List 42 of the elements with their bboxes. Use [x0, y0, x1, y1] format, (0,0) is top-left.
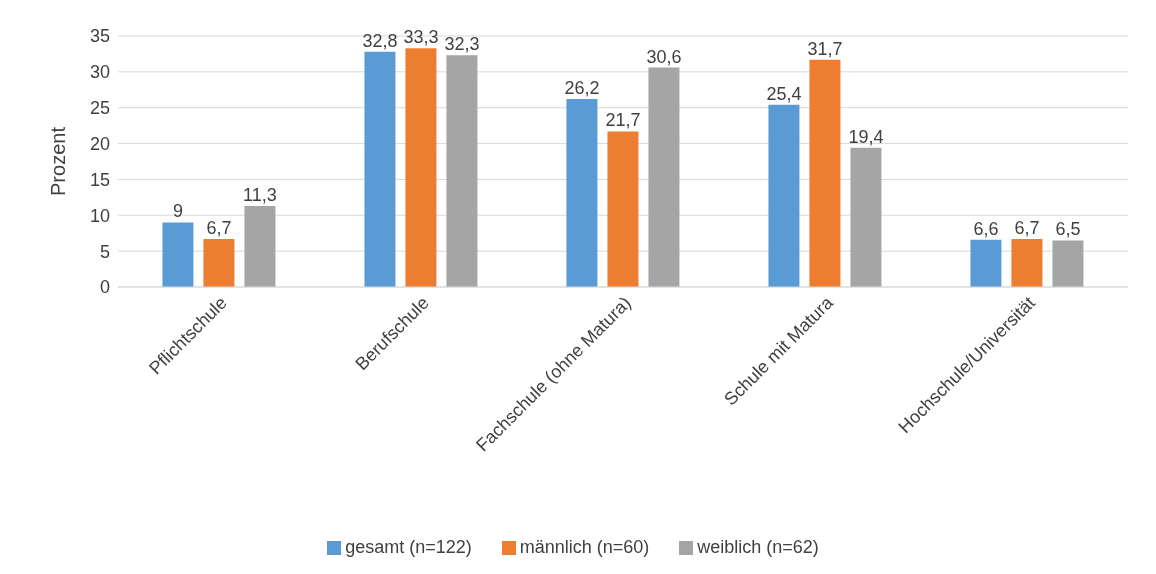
data-label: 6,6 [973, 218, 999, 239]
y-tick-label: 15 [89, 169, 110, 190]
y-tick-label: 0 [99, 277, 110, 298]
data-label: 33,3 [403, 27, 439, 48]
y-tick-label: 10 [89, 205, 110, 226]
y-tick-label: 5 [99, 241, 110, 262]
data-label: 9 [172, 201, 183, 222]
bar [162, 222, 194, 287]
bar [809, 59, 841, 287]
bar [364, 51, 396, 287]
bar [405, 48, 437, 287]
legend-label: gesamt (n=122) [345, 537, 472, 557]
bar [203, 238, 235, 287]
y-tick-label: 20 [89, 133, 110, 154]
bar [1052, 240, 1084, 287]
data-label: 30,6 [646, 46, 682, 67]
data-label: 26,2 [564, 78, 600, 99]
y-tick-label: 30 [89, 62, 110, 83]
bar [1011, 238, 1043, 287]
y-tick-label: 25 [89, 98, 110, 119]
legend-label: männlich (n=60) [519, 537, 650, 557]
bar [607, 131, 639, 287]
bar [768, 104, 800, 287]
bar [648, 67, 680, 287]
data-label: 11,3 [243, 184, 277, 205]
y-axis-title: Prozent [47, 126, 70, 196]
legend-label: weiblich (n=62) [697, 537, 819, 557]
data-label: 6,7 [1014, 217, 1040, 238]
data-label: 32,3 [444, 34, 480, 55]
bar [850, 147, 882, 287]
data-label: 25,4 [766, 83, 802, 104]
data-label: 6,7 [206, 217, 232, 238]
bar [566, 99, 598, 287]
bar [970, 239, 1002, 287]
bar [446, 55, 478, 287]
data-label: 21,7 [605, 110, 641, 131]
bar [244, 205, 276, 287]
data-label: 31,7 [807, 38, 843, 59]
data-label: 32,8 [362, 30, 398, 51]
data-label: 19,4 [848, 126, 884, 147]
data-label: 6,5 [1055, 219, 1081, 240]
y-tick-label: 35 [89, 26, 110, 47]
